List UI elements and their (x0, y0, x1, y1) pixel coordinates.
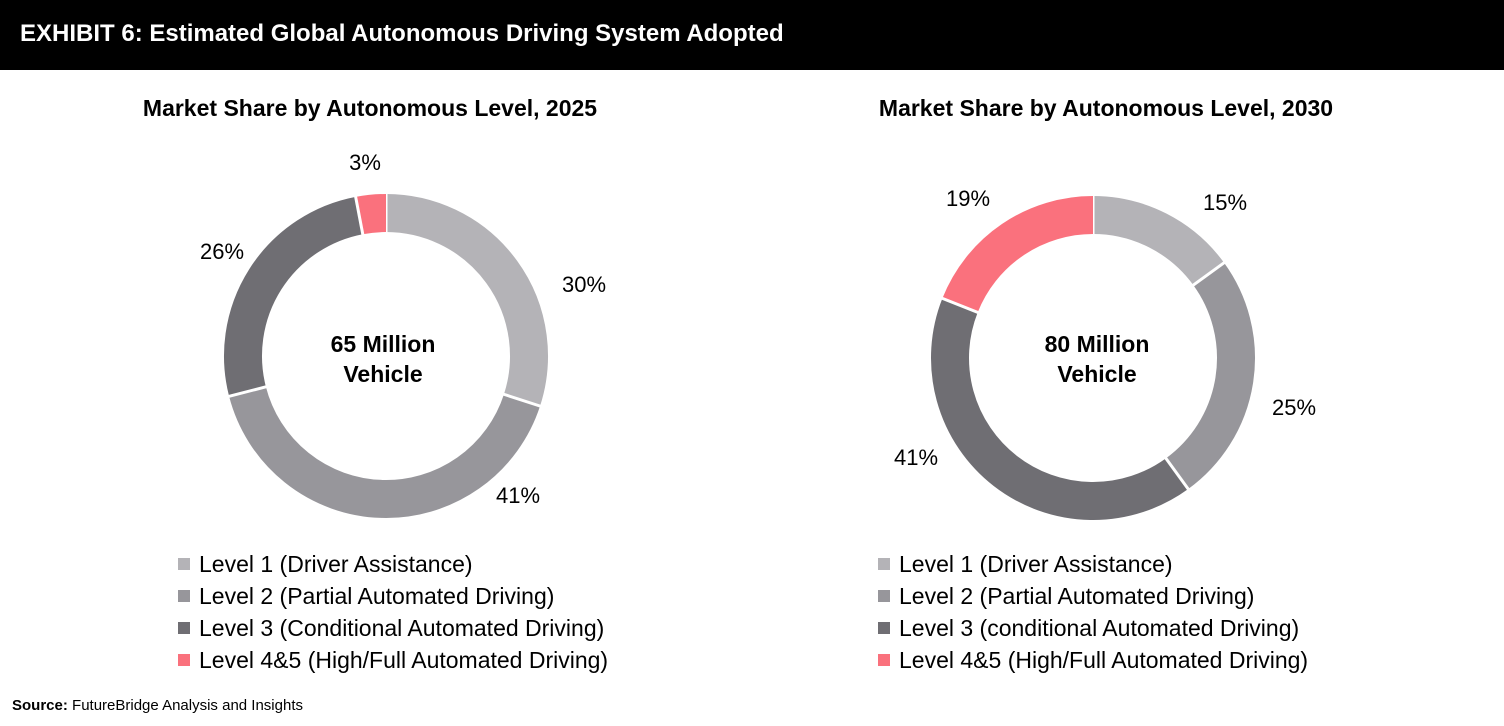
value-labels-2030: 15% 25% 41% 19% (894, 186, 1316, 470)
slice-separator-2030-4 (940, 296, 980, 315)
legend-label-2030-level-1: Level 1 (Driver Assistance) (899, 551, 1173, 577)
source-label: Source: (12, 697, 68, 714)
donut-chart-2030: Market Share by Autonomous Level, 2030 1… (878, 95, 1333, 673)
legend-swatch-2025-level-2 (178, 590, 190, 602)
value-label-2025-level-2: 41% (496, 483, 540, 508)
legend-swatch-2025-level-4 (178, 654, 190, 666)
donut-slice-2030-level-3 (931, 298, 1189, 520)
value-label-2025-level-1: 30% (562, 272, 606, 297)
legend-label-2030-level-2: Level 2 (Partial Automated Driving) (899, 583, 1254, 609)
donut-slice-2025-level-4 (355, 193, 387, 235)
chart-title-2030: Market Share by Autonomous Level, 2030 (879, 95, 1333, 121)
chart-title-2025: Market Share by Autonomous Level, 2025 (143, 95, 597, 121)
legend-swatch-2030-level-3 (878, 622, 890, 634)
slice-separator-2030-2 (1191, 260, 1226, 287)
legend-2030: Level 1 (Driver Assistance) Level 2 (Part… (878, 551, 1308, 673)
value-label-2030-level-1: 15% (1203, 190, 1247, 215)
legend-label-2025-level-3: Level 3 (Conditional Automated Driving) (199, 615, 604, 641)
legend-label-2030-level-3: Level 3 (conditional Automated Driving) (899, 615, 1299, 641)
donut-slices-2030 (931, 195, 1255, 520)
source-note: Source: FutureBridge Analysis and Insigh… (12, 697, 303, 714)
legend-label-2030-level-4: Level 4&5 (High/Full Automated Driving) (899, 647, 1308, 673)
legend-label-2025-level-1: Level 1 (Driver Assistance) (199, 551, 473, 577)
center-label-2030-line1: 80 Million (1045, 331, 1150, 357)
legend-label-2025-level-2: Level 2 (Partial Automated Driving) (199, 583, 554, 609)
donut-slice-2025-level-3 (224, 196, 364, 397)
value-label-2030-level-3: 41% (894, 445, 938, 470)
legend-swatch-2025-level-3 (178, 622, 190, 634)
exhibit-header: EXHIBIT 6: Estimated Global Autonomous D… (0, 0, 1504, 70)
legend-2025: Level 1 (Driver Assistance) Level 2 (Part… (178, 551, 608, 673)
donut-chart-2025: Market Share by Autonomous Level, 2025 3… (143, 95, 608, 673)
slice-separator-2025-4 (353, 195, 365, 236)
donut-slice-2025-level-2 (229, 386, 541, 518)
value-label-2025-level-4: 3% (349, 150, 381, 175)
source-text: FutureBridge Analysis and Insights (72, 697, 303, 714)
donut-slice-2030-level-4 (942, 196, 1094, 313)
legend-label-2025-level-4: Level 4&5 (High/Full Automated Driving) (199, 647, 608, 673)
value-label-2030-level-2: 25% (1272, 395, 1316, 420)
exhibit-title: EXHIBIT 6: Estimated Global Autonomous D… (20, 20, 784, 47)
donut-slices-2025 (224, 193, 548, 518)
charts-canvas: Market Share by Autonomous Level, 2025 3… (143, 95, 1333, 673)
center-label-2025-line2: Vehicle (343, 361, 422, 387)
slice-separator-2030-3 (1164, 456, 1191, 491)
donut-slice-2030-level-2 (1165, 262, 1255, 490)
legend-swatch-2030-level-1 (878, 558, 890, 570)
value-label-2030-level-4: 19% (946, 186, 990, 211)
legend-swatch-2030-level-2 (878, 590, 890, 602)
donut-slice-2030-level-1 (1092, 196, 1225, 286)
donut-slice-2025-level-1 (385, 194, 548, 407)
center-label-2025-line1: 65 Million (331, 331, 436, 357)
legend-swatch-2025-level-1 (178, 558, 190, 570)
center-label-2030-line2: Vehicle (1057, 361, 1136, 387)
slice-separator-2025-2 (502, 392, 542, 408)
value-labels-2025: 30% 41% 26% 3% (200, 150, 606, 508)
slice-separator-2025-3 (227, 385, 268, 398)
legend-swatch-2030-level-4 (878, 654, 890, 666)
value-label-2025-level-3: 26% (200, 239, 244, 264)
